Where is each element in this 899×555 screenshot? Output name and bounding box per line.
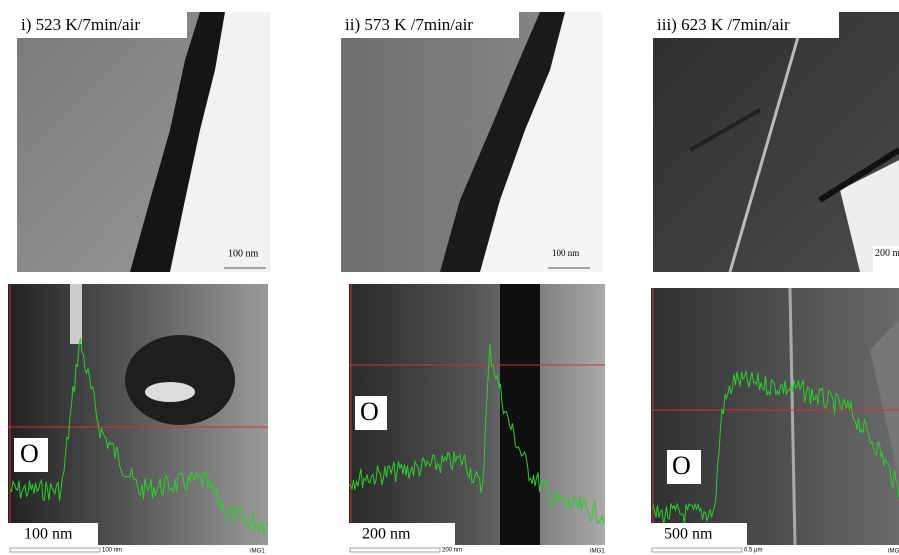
footer-scale: 0.5 µm: [744, 548, 762, 554]
tem-image: 100 nm i) 523 K/7min/air: [17, 12, 270, 272]
tem-image: 100 nm ii) 573 K /7min/air: [341, 12, 603, 272]
element-label: O: [672, 451, 691, 480]
tem-image: 200 nm iii) 623 K /7min/air: [653, 12, 899, 272]
scale-bar-label: 200 nm: [362, 526, 411, 543]
panel-label: ii) 573 K /7min/air: [345, 15, 473, 34]
panel-label: i) 523 K/7min/air: [21, 15, 140, 34]
footer-scale: 200 nm: [442, 548, 462, 554]
element-label: O: [360, 397, 379, 426]
eds-panel: O 500 nm: [651, 288, 899, 545]
scale-bar-label: 100 nm: [228, 248, 259, 259]
panel-label: iii) 623 K /7min/air: [657, 15, 790, 34]
eds-panel: O 200 nm: [349, 284, 605, 545]
footer-id: IMG1: [888, 549, 899, 555]
scale-bar-label: 100 nm: [24, 526, 73, 543]
footer: 100 nm IMG1 200 nm IMG1 0.5 µm IMG1: [10, 548, 899, 555]
eds-panel: O 100 nm: [8, 284, 268, 545]
scale-bar-label: 500 nm: [664, 526, 713, 543]
scale-bar-label: 100 nm: [552, 248, 579, 258]
footer-id: IMG1: [250, 549, 265, 555]
footer-scale: 100 nm: [102, 548, 122, 554]
scale-bar-label: 200 nm: [875, 248, 899, 259]
element-label: O: [20, 439, 39, 468]
figure: 100 nm i) 523 K/7min/air 100 nm ii) 573 …: [0, 0, 899, 555]
footer-id: IMG1: [590, 549, 605, 555]
